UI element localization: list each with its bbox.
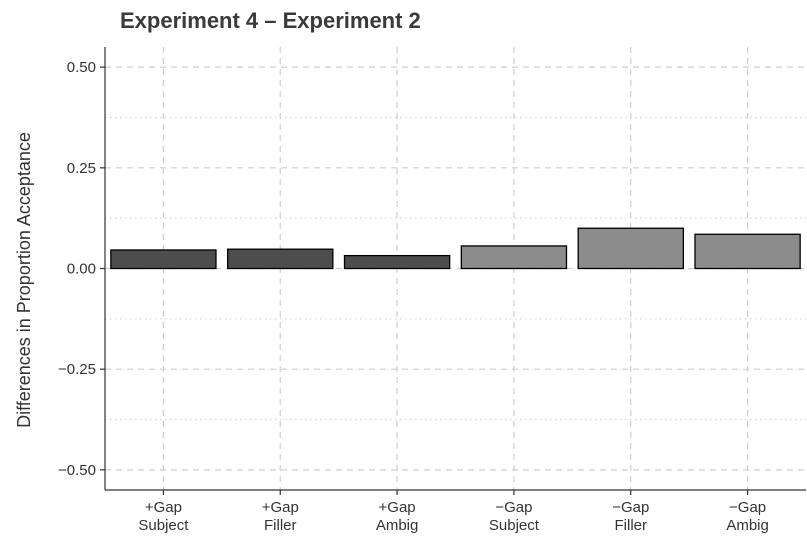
axes [100, 47, 806, 495]
x-tick-label-line1: −Gap [495, 499, 532, 516]
x-tick-label-line1: −Gap [612, 499, 649, 516]
x-tick-label-line1: +Gap [379, 499, 416, 516]
x-tick-label-line2: Filler [615, 517, 648, 534]
y-axis-label: Differences in Proportion Acceptance [14, 132, 34, 428]
x-tick-label: −Gap Ambig [726, 499, 769, 534]
x-tick-label: −Gap Subject [489, 499, 540, 534]
x-tick-label-line2: Ambig [376, 517, 419, 534]
bar [577, 227, 684, 270]
x-tick-label: −Gap Filler [612, 499, 649, 534]
bar [110, 249, 217, 270]
y-tick-label: 0.00 [67, 261, 96, 278]
y-tick-label: 0.25 [67, 160, 96, 177]
bar [460, 245, 568, 270]
bar [227, 248, 334, 270]
bars [110, 227, 801, 270]
x-tick-label: +Gap Subject [138, 499, 189, 534]
y-tick-label: −0.50 [58, 462, 96, 479]
bar [694, 233, 801, 270]
x-tick-label-line1: +Gap [262, 499, 299, 516]
x-tick-label-line2: Filler [264, 517, 297, 534]
y-tick-label: −0.25 [58, 361, 96, 378]
x-tick-label-line1: +Gap [145, 499, 182, 516]
x-tick-label-line1: −Gap [729, 499, 766, 516]
bar [343, 254, 451, 270]
x-tick-label: +Gap Filler [262, 499, 299, 534]
y-tick-label: 0.50 [67, 59, 96, 76]
x-tick-label-line2: Ambig [726, 517, 769, 534]
x-tick-label-line2: Subject [138, 517, 189, 534]
x-tick-label: +Gap Ambig [376, 499, 419, 534]
x-tick-label-line2: Subject [489, 517, 540, 534]
tick-labels: 0.500.250.00−0.25−0.50+Gap Subject+Gap Fil… [58, 59, 769, 534]
chart-title: Experiment 4 – Experiment 2 [120, 8, 421, 33]
